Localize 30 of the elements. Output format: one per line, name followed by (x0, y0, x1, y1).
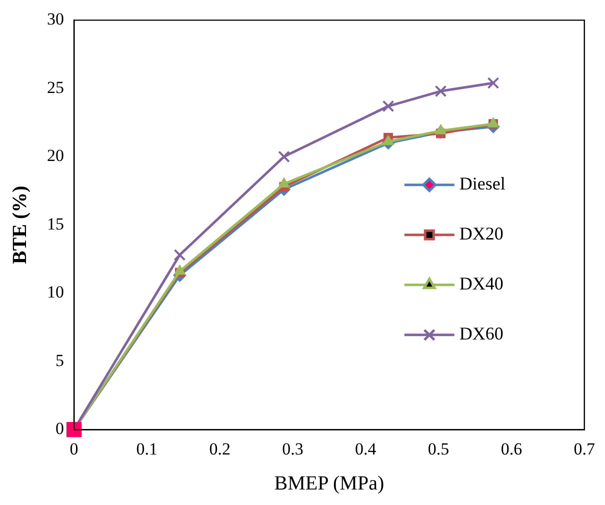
x-tick-label: 0.1 (136, 439, 158, 458)
x-tick-label: 0 (70, 439, 78, 458)
point (278, 177, 290, 188)
x-tick-label: 0.7 (574, 439, 596, 458)
y-tick-label: 20 (47, 146, 64, 166)
point (435, 124, 446, 134)
point (487, 77, 500, 89)
point (434, 85, 447, 98)
legend-label: DX60 (459, 324, 504, 344)
x-tick-label: 0.2 (209, 439, 230, 458)
point (382, 100, 394, 112)
y-tick-label: 0 (56, 419, 64, 438)
point (278, 150, 290, 163)
y-axis-title: BTE (%) (9, 186, 32, 264)
legend-label: DX20 (459, 224, 504, 244)
y-tick-label: 30 (47, 10, 64, 29)
point (382, 135, 394, 146)
x-tick-label: 0.6 (500, 439, 522, 458)
legend-label: Diesel (459, 174, 506, 194)
x-tick-label: 0.3 (282, 439, 304, 458)
y-tick-label: 10 (47, 282, 64, 302)
x-tick-label: 0.4 (355, 439, 377, 458)
legend-label: DX40 (459, 274, 504, 294)
x-axis-title: BMEP (MPa) (274, 472, 384, 494)
point (174, 248, 186, 261)
y-tick-label: 25 (47, 78, 64, 97)
x-tick-label: 0.5 (428, 439, 450, 458)
y-tick-label: 15 (47, 214, 64, 234)
y-tick-label: 5 (56, 350, 64, 370)
point (174, 264, 186, 275)
